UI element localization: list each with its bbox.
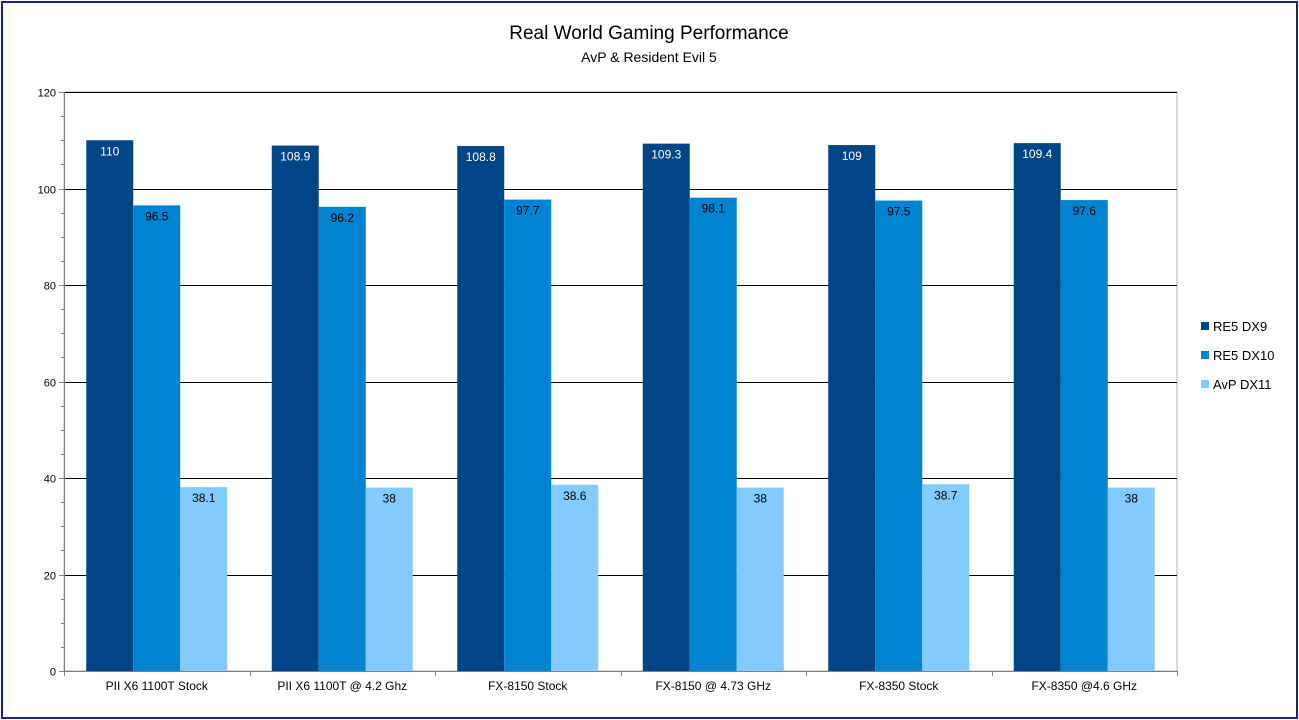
data-label: 109 [842,149,862,163]
x-tick-label: FX-8350 Stock [859,679,939,693]
bar [828,145,876,671]
data-label: 96.5 [145,209,169,223]
plot-area-border [63,91,1178,672]
y-tick-label: 60 [44,378,56,390]
bar [504,199,552,671]
x-tick-label: FX-8150 @ 4.73 GHz [655,679,771,693]
data-label: 38.6 [563,489,587,503]
legend-label: RE5 DX10 [1213,348,1274,363]
y-tick-label: 100 [38,185,56,197]
bar [86,140,134,671]
data-label: 38.7 [934,488,958,502]
bar [318,206,366,671]
y-tick-label: 40 [44,474,56,486]
data-label: 109.4 [1022,147,1052,161]
bar-series-group: 110 96.5 38.1 108.9 96.2 38 108.8 97.7 38.6 109.3… [86,140,1155,672]
data-label: 97.5 [887,205,911,219]
legend-swatch [1201,380,1209,388]
chart-title: Real World Gaming Performance [509,23,788,44]
bar [689,197,737,672]
x-tick-label: FX-8150 Stock [488,679,568,693]
data-label: 38.1 [192,491,216,505]
bar [922,484,970,671]
chart-subtitle: AvP & Resident Evil 5 [581,49,717,65]
legend-swatch [1201,322,1209,330]
bar [133,205,181,671]
legend: RE5 DX9 RE5 DX10 AvP DX11 [1201,319,1274,392]
bar [271,145,319,671]
y-tick-label: 120 [38,88,56,100]
bar [1013,143,1061,671]
data-label: 97.6 [1073,204,1097,218]
bar [875,200,923,671]
y-axis: 0 20 40 60 80 100 120 [38,88,65,679]
y-tick-label: 80 [44,281,56,293]
data-label: 38 [383,492,397,506]
data-label: 98.1 [702,202,726,216]
bar [642,143,690,671]
x-axis: PII X6 1100T Stock PII X6 1100T @ 4.2 Ghz… [64,671,1178,693]
legend-label: AvP DX11 [1213,377,1272,392]
bar [1060,200,1108,671]
bar [180,487,228,671]
data-label: 38 [1125,492,1139,506]
x-tick-label: FX-8350 @4.6 GHz [1031,679,1137,693]
data-label: 108.9 [280,150,310,164]
gridlines [63,91,1178,672]
bar [365,487,413,671]
x-tick-label: PII X6 1100T @ 4.2 Ghz [277,679,407,693]
data-label: 109.3 [651,148,681,162]
data-label: 110 [100,144,119,158]
data-label: 38 [754,492,768,506]
data-label: 97.7 [516,204,540,218]
legend-label: RE5 DX9 [1213,319,1267,334]
y-tick-label: 20 [44,571,56,583]
bar [736,487,784,671]
x-tick-label: PII X6 1100T Stock [106,679,209,693]
legend-swatch [1201,351,1209,359]
bar [551,484,599,671]
bar [457,146,505,672]
y-tick-label: 0 [50,667,56,679]
bar [1107,487,1155,671]
data-label: 108.8 [466,150,496,164]
data-label: 96.2 [331,211,355,225]
